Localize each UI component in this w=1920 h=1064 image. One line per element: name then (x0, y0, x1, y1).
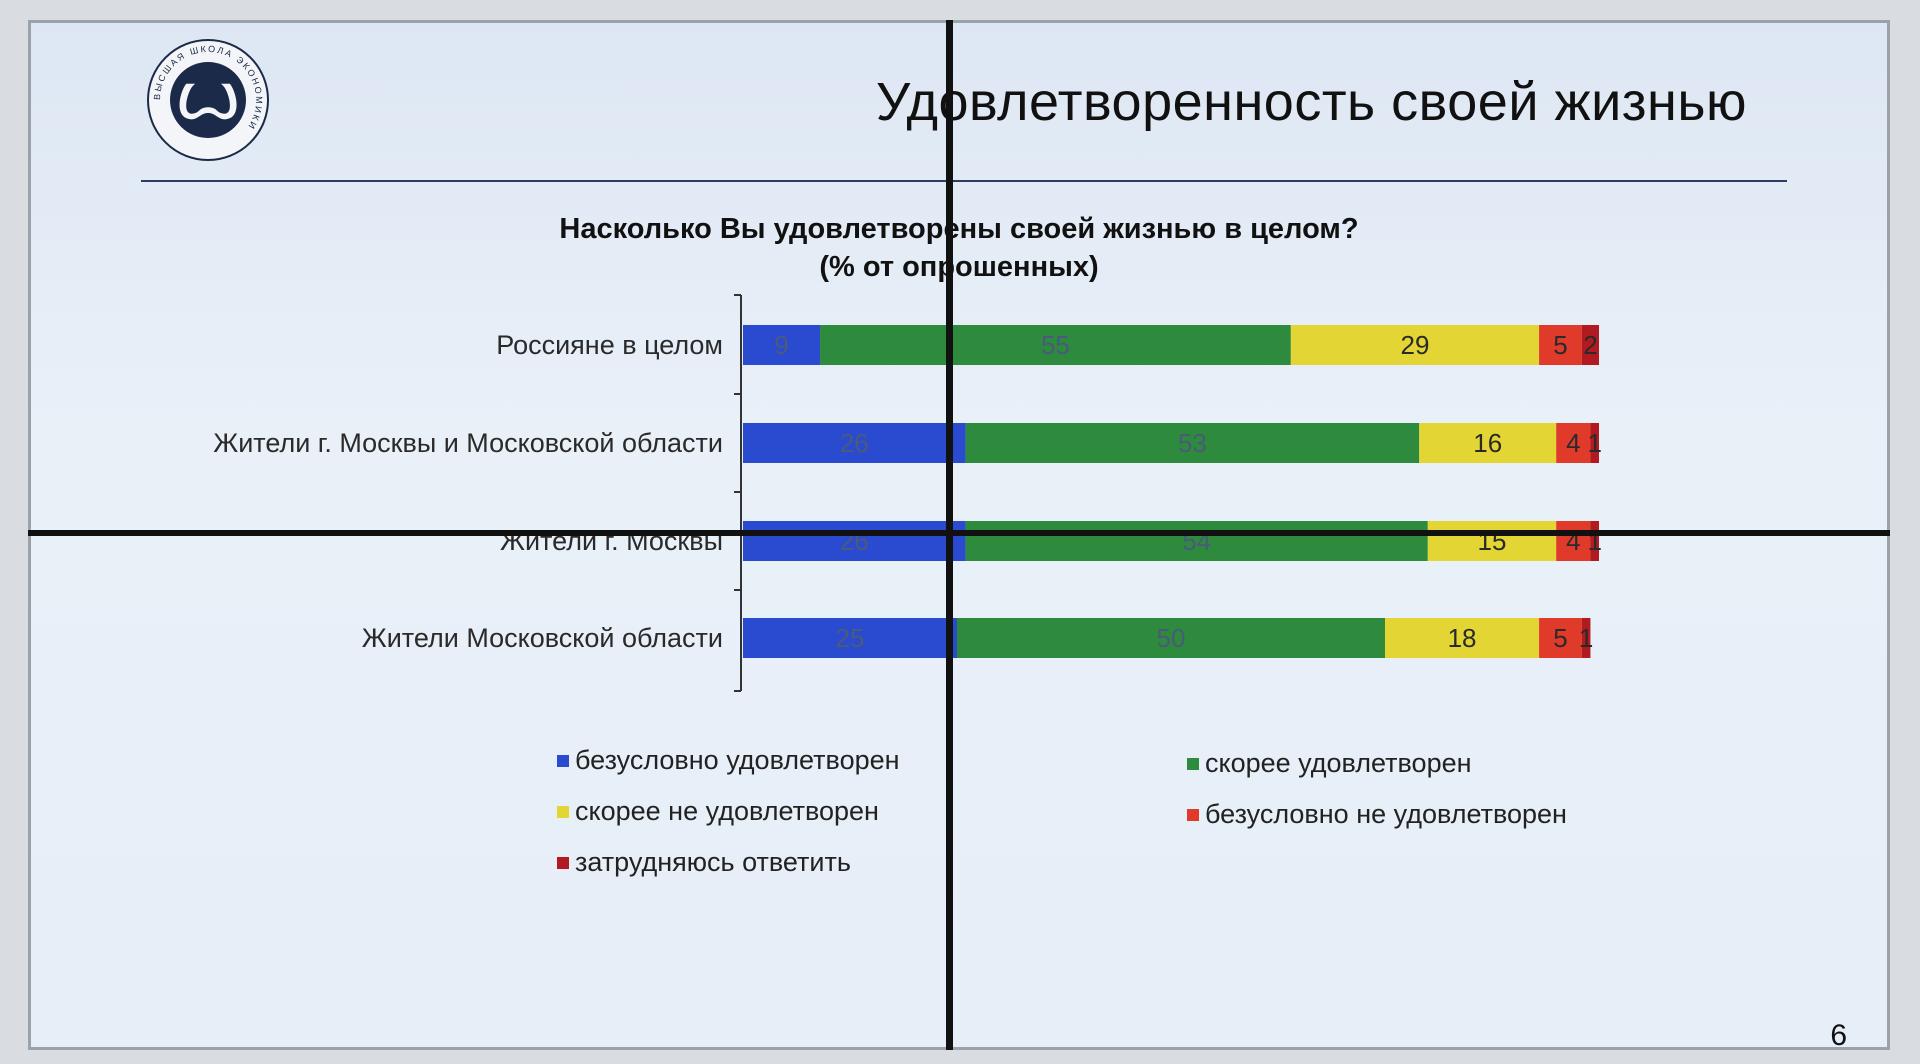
bar-segment (820, 325, 1291, 365)
chart-subtitle: (% от опрошенных) (819, 251, 1099, 283)
bar-segment (1539, 325, 1582, 365)
bar-segment (743, 423, 966, 463)
data-label: 18 (1448, 623, 1477, 653)
bar-segment (743, 618, 957, 658)
bar-segment (965, 423, 1420, 463)
bar-segment (1556, 521, 1591, 561)
svg-text:Ꙍ: Ꙍ (177, 73, 238, 130)
category-label: Жители г. Москвы и Московской области (213, 428, 723, 458)
bar-segment (1581, 618, 1591, 658)
category-label: Жители Московской области (362, 623, 723, 653)
data-label: 2 (1583, 330, 1597, 360)
slide-title: Удовлетворенность своей жизнью (875, 72, 1747, 132)
bar-segment (743, 325, 821, 365)
data-label: 9 (774, 330, 788, 360)
category-label: Россияне в целом (496, 330, 723, 360)
data-label: 1 (1587, 428, 1601, 458)
bar-segment (743, 521, 966, 561)
bar-segment (1590, 521, 1599, 561)
bar-segment (1556, 423, 1591, 463)
bar-segment (965, 521, 1428, 561)
bar-segment (1427, 521, 1557, 561)
bar-segment (1539, 618, 1582, 658)
bar-segment (1590, 423, 1599, 463)
data-label: 55 (1041, 330, 1070, 360)
data-label: 16 (1473, 428, 1502, 458)
bar-segment (1581, 325, 1599, 365)
data-label: 26 (840, 428, 869, 458)
data-label: 5 (1553, 330, 1567, 360)
bar-segment (1290, 325, 1540, 365)
bar-segment (1419, 423, 1557, 463)
data-label: 4 (1566, 428, 1580, 458)
title-divider (141, 180, 1787, 182)
data-label: 1 (1579, 623, 1593, 653)
data-label: 5 (1553, 623, 1567, 653)
bar-segment (957, 618, 1385, 658)
hse-logo: Ꙍ ВЫСШАЯ ШКОЛА ЭКОНОМИКИ (147, 39, 269, 161)
data-label: 25 (836, 623, 865, 653)
bar-segment (1385, 618, 1540, 658)
display-bezel-horizontal (28, 530, 1890, 536)
data-label: 53 (1178, 428, 1207, 458)
chart-title: Насколько Вы удовлетворены своей жизнью … (559, 213, 1359, 245)
data-label: 29 (1400, 330, 1429, 360)
data-label: 50 (1157, 623, 1186, 653)
page-number: 6 (1830, 1019, 1847, 1050)
